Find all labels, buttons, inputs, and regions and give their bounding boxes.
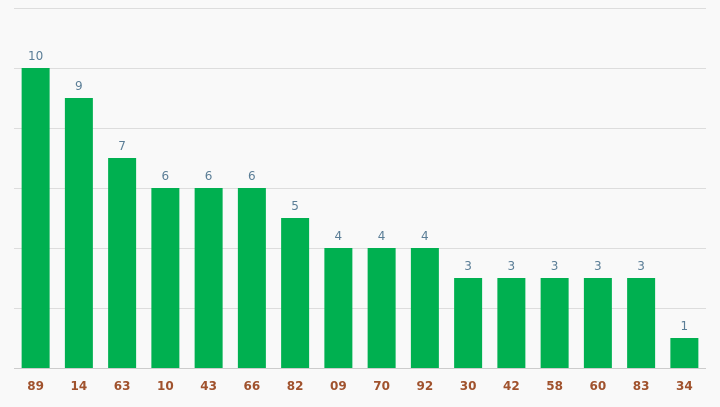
value-label: 7 xyxy=(118,139,126,153)
value-label: 3 xyxy=(551,259,559,273)
category-label: 83 xyxy=(633,379,650,393)
category-label: 82 xyxy=(287,379,304,393)
category-label: 63 xyxy=(114,379,131,393)
value-label: 10 xyxy=(28,49,43,63)
bar-83 xyxy=(627,278,656,368)
value-label: 3 xyxy=(637,259,645,273)
bar-92 xyxy=(410,248,439,368)
value-label: 6 xyxy=(205,169,213,183)
category-label: 70 xyxy=(373,379,390,393)
category-label: 42 xyxy=(503,379,520,393)
bar-10 xyxy=(151,188,180,368)
bar-43 xyxy=(194,188,223,368)
value-label: 9 xyxy=(75,79,83,93)
category-label: 43 xyxy=(200,379,217,393)
category-label: 60 xyxy=(590,379,607,393)
value-label: 5 xyxy=(291,199,299,213)
bar-63 xyxy=(108,158,137,368)
value-label: 4 xyxy=(378,229,386,243)
category-label: 14 xyxy=(71,379,88,393)
bar-42 xyxy=(497,278,526,368)
bar-34 xyxy=(670,338,699,368)
category-label: 09 xyxy=(330,379,347,393)
value-label: 3 xyxy=(464,259,472,273)
value-label: 4 xyxy=(421,229,429,243)
value-label: 4 xyxy=(335,229,343,243)
value-label: 3 xyxy=(508,259,516,273)
category-label: 30 xyxy=(460,379,477,393)
value-label: 3 xyxy=(594,259,602,273)
bar-14 xyxy=(64,98,93,368)
bar-09 xyxy=(324,248,353,368)
category-label: 34 xyxy=(676,379,693,393)
category-label: 92 xyxy=(417,379,434,393)
category-label: 10 xyxy=(157,379,174,393)
category-label: 89 xyxy=(27,379,44,393)
category-label: 58 xyxy=(546,379,563,393)
value-label: 6 xyxy=(162,169,170,183)
category-label: 66 xyxy=(244,379,261,393)
value-labels: 10 9 7 6 6 6 5 4 4 4 3 3 3 3 3 1 xyxy=(28,49,688,333)
bar-66 xyxy=(237,188,266,368)
value-label: 6 xyxy=(248,169,256,183)
bar-30 xyxy=(454,278,483,368)
bar-70 xyxy=(367,248,396,368)
bar-82 xyxy=(281,218,310,368)
bar-89 xyxy=(21,68,50,368)
bar-58 xyxy=(540,278,569,368)
value-label: 1 xyxy=(681,319,689,333)
category-labels: 89 14 63 10 43 66 82 09 70 92 30 42 58 60 83 34 xyxy=(27,379,692,393)
bars xyxy=(21,68,699,368)
bar-60 xyxy=(583,278,612,368)
